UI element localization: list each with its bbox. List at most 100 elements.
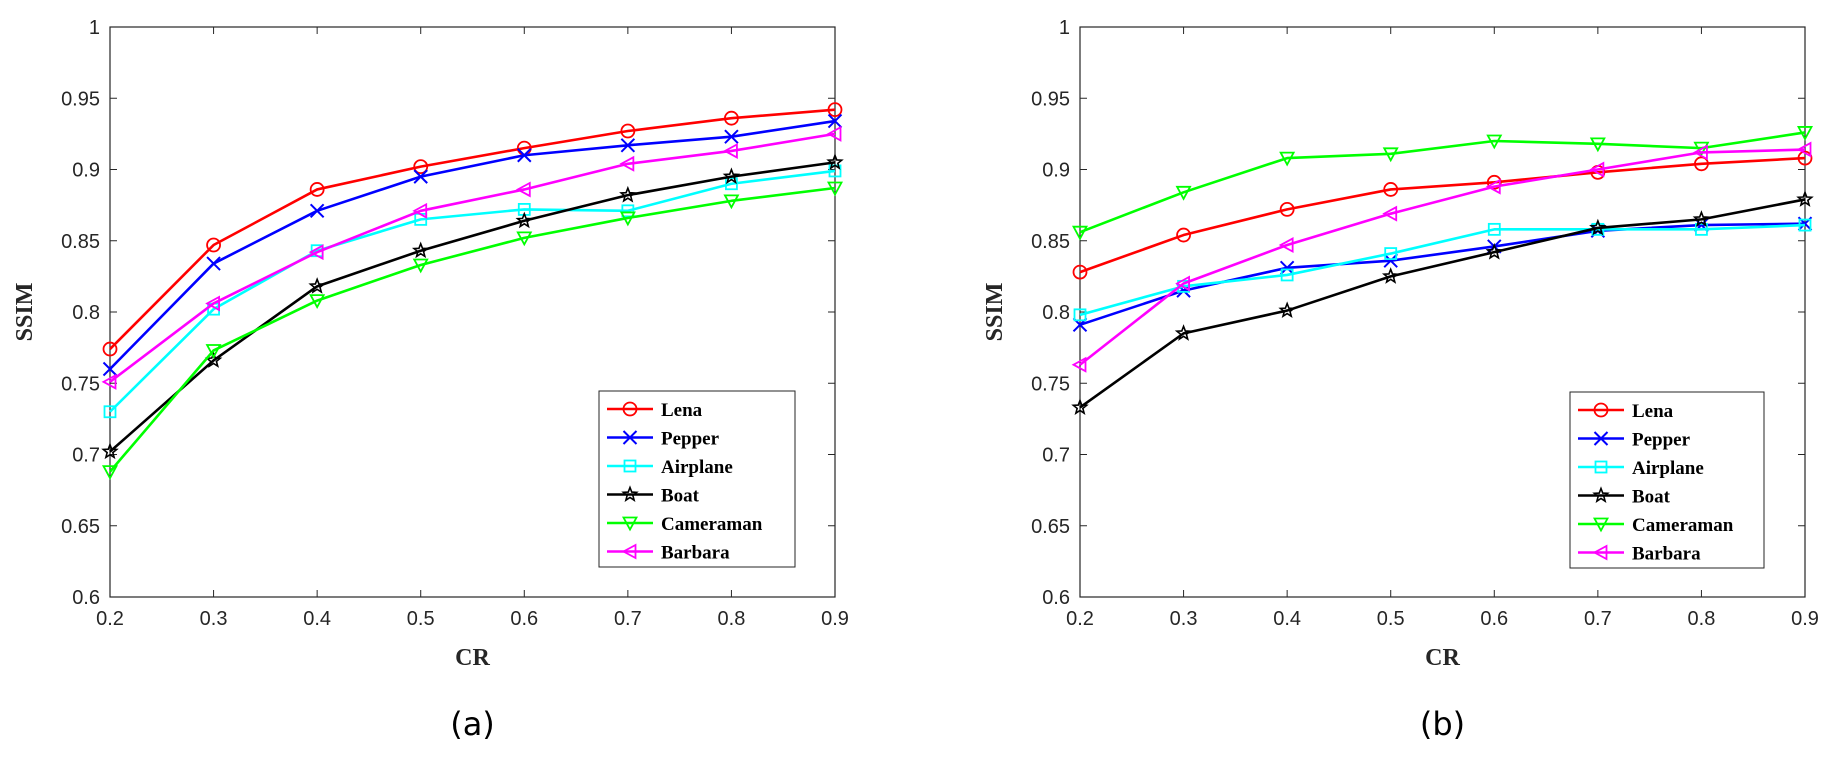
data-point-barbara — [1278, 237, 1294, 254]
data-point-boat — [101, 442, 119, 460]
series-line-barbara — [1079, 148, 1806, 366]
x-tick-label: 0.3 — [200, 608, 228, 630]
data-point-boat — [619, 185, 637, 203]
legend-box — [598, 390, 796, 568]
data-point-lena — [1486, 174, 1502, 190]
series-boat — [1071, 190, 1814, 415]
legend-label-boat: Boat — [661, 486, 700, 507]
x-tick-label: 0.5 — [1377, 608, 1405, 630]
data-point-barbara — [1382, 205, 1398, 222]
y-axis-label: SSIM — [12, 283, 38, 342]
legend-marker-pepper — [1593, 431, 1609, 446]
legend-label-airplane: Airplane — [661, 457, 733, 478]
data-point-cameraman — [1279, 151, 1296, 167]
data-point-airplane — [103, 405, 117, 419]
series-line-cameraman — [109, 186, 836, 473]
legend-marker-pepper — [622, 430, 638, 445]
figure-caption: (a) — [450, 705, 495, 743]
data-point-barbara — [1693, 144, 1708, 161]
y-tick-label: 0.75 — [1031, 373, 1070, 395]
series-line-pepper — [109, 119, 836, 370]
data-point-barbara — [1796, 141, 1812, 158]
data-point-pepper — [620, 138, 636, 153]
data-point-boat — [1381, 267, 1400, 284]
legend-marker-barbara — [1592, 544, 1608, 561]
legend-marker-airplane — [1594, 460, 1608, 474]
x-tick-label: 0.7 — [1584, 608, 1612, 630]
legend: Lena Pepper Airplane Boat Cameraman Barbara — [598, 390, 796, 568]
data-point-cameraman — [1071, 225, 1089, 241]
series-line-lena — [109, 108, 836, 350]
x-tick-label: 0.8 — [718, 608, 746, 630]
y-tick-label: 0.6 — [72, 587, 100, 609]
x-tick-label: 0.9 — [1791, 608, 1819, 630]
y-tick-label: 0.65 — [1031, 516, 1070, 538]
legend: Lena Pepper Airplane Boat Cameraman Barbara — [1569, 391, 1765, 569]
data-point-lena — [1176, 227, 1191, 243]
data-point-barbara — [205, 295, 220, 312]
data-point-lena — [102, 341, 118, 357]
chart-a: 0.2 0.3 0.4 0.5 0.6 0.7 0.8 0.9 0.6 0.65 0.7 0.75 0.… — [12, 17, 849, 743]
x-tick-label: 0.2 — [1066, 608, 1094, 630]
x-tick-label: 0.4 — [303, 608, 331, 630]
data-point-boat — [1589, 218, 1607, 236]
y-tick-label: 1 — [1059, 17, 1070, 39]
y-tick-label: 0.8 — [72, 302, 100, 324]
data-point-barbara — [1175, 275, 1190, 292]
data-point-cameraman — [826, 181, 844, 197]
data-point-airplane — [1798, 218, 1812, 232]
legend-box — [1569, 391, 1765, 569]
legend-label-airplane: Airplane — [1632, 458, 1704, 479]
data-point-cameraman — [412, 258, 429, 274]
series-barbara — [101, 125, 842, 390]
data-point-cameraman — [619, 211, 636, 227]
y-tick-label: 0.7 — [72, 445, 100, 467]
legend-marker-cameraman — [621, 516, 639, 532]
data-point-lena — [1797, 150, 1813, 166]
x-tick-label: 0.6 — [510, 608, 538, 630]
data-point-lena — [827, 102, 843, 118]
y-tick-label: 0.9 — [1042, 160, 1070, 182]
data-point-boat — [1485, 242, 1504, 260]
data-point-barbara — [619, 155, 635, 172]
data-point-barbara — [723, 142, 738, 159]
data-point-airplane — [725, 177, 738, 191]
data-point-lena — [1279, 201, 1295, 217]
y-tick-label: 0.7 — [1042, 445, 1070, 467]
y-tick-label: 0.85 — [1031, 231, 1070, 253]
data-point-cameraman — [1796, 126, 1814, 141]
series-line-lena — [1079, 156, 1806, 274]
legend-marker-boat — [621, 485, 639, 502]
data-point-boat — [411, 241, 430, 259]
y-tick-label: 0.9 — [72, 160, 100, 182]
data-point-barbara — [1071, 356, 1087, 373]
legend-label-barbara: Barbara — [1632, 544, 1701, 565]
x-tick-label: 0.3 — [1170, 608, 1198, 630]
series-line-cameraman — [1079, 131, 1806, 234]
series-barbara — [1071, 141, 1812, 373]
data-point-airplane — [1695, 222, 1708, 236]
legend-marker-lena — [1593, 402, 1609, 418]
x-axis-label: CR — [455, 645, 490, 671]
data-point-lena — [620, 123, 636, 139]
x-tick-label: 0.8 — [1688, 608, 1716, 630]
series-lena — [1072, 150, 1813, 280]
data-point-barbara — [101, 373, 117, 390]
data-point-barbara — [412, 202, 428, 219]
y-tick-label: 0.75 — [61, 373, 100, 395]
data-point-barbara — [826, 125, 842, 142]
series-line-boat — [1079, 198, 1806, 409]
data-point-cameraman — [1693, 141, 1710, 157]
data-point-boat — [515, 211, 534, 229]
legend-label-lena: Lena — [1632, 401, 1674, 422]
data-point-lena — [206, 237, 221, 253]
chart-b: 0.2 0.3 0.4 0.5 0.6 0.7 0.8 0.9 0.6 0.65 0.7 0.75 0.… — [982, 17, 1819, 743]
data-point-cameraman — [1486, 134, 1503, 150]
y-tick-label: 0.95 — [1031, 88, 1070, 110]
x-tick-label: 0.9 — [821, 608, 849, 630]
x-tick-label: 0.7 — [614, 608, 642, 630]
series-line-barbara — [109, 132, 836, 383]
legend-label-pepper: Pepper — [1632, 430, 1691, 451]
data-point-airplane — [1073, 308, 1087, 322]
y-tick-label: 0.6 — [1042, 587, 1070, 609]
